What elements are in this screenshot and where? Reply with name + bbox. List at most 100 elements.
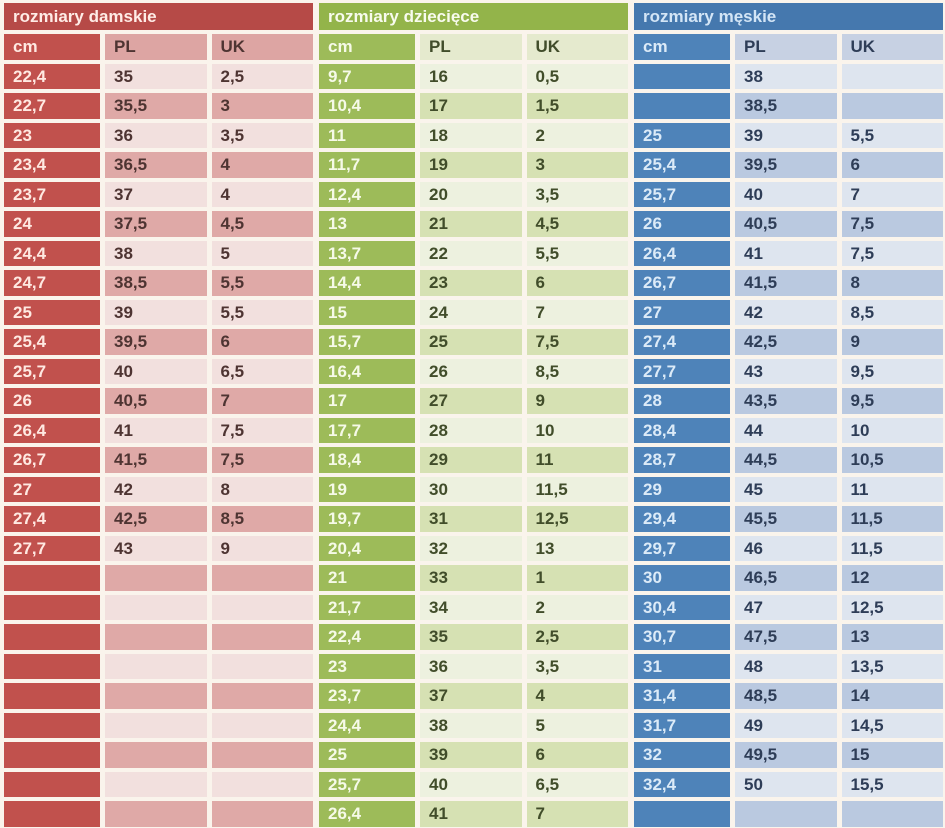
uk-cell: 12,5 bbox=[526, 506, 628, 532]
table-row bbox=[4, 801, 313, 827]
cm-cell: 22,4 bbox=[319, 624, 415, 650]
pl-cell: 41 bbox=[420, 801, 522, 827]
table-row: 16,4 26 8,5 bbox=[319, 358, 628, 384]
women-sizes-table: rozmiary damskie cm PL UK 22,4 35 2,5 22,7 35,5… bbox=[4, 3, 313, 828]
uk-cell: 8 bbox=[211, 476, 313, 502]
table-row: 28,7 44,5 10,5 bbox=[634, 447, 943, 473]
pl-cell: 32 bbox=[420, 535, 522, 561]
cm-cell: 27,7 bbox=[634, 358, 730, 384]
pl-cell bbox=[105, 742, 207, 768]
cm-cell: 30 bbox=[634, 565, 730, 591]
table-row bbox=[4, 594, 313, 620]
table-row: 12,4 20 3,5 bbox=[319, 181, 628, 207]
table-row: 30,7 47,5 13 bbox=[634, 624, 943, 650]
table-row: 29,4 45,5 11,5 bbox=[634, 506, 943, 532]
uk-cell: 7 bbox=[211, 388, 313, 414]
pl-cell: 27 bbox=[420, 388, 522, 414]
column-header-row: cm PL UK bbox=[634, 34, 943, 60]
uk-cell: 1 bbox=[526, 565, 628, 591]
table-row: 27,7 43 9 bbox=[4, 535, 313, 561]
cm-cell: 25 bbox=[319, 742, 415, 768]
pl-cell: 38 bbox=[105, 240, 207, 266]
pl-cell: 25 bbox=[420, 329, 522, 355]
cm-cell: 10,4 bbox=[319, 93, 415, 119]
cm-cell: 24,7 bbox=[4, 270, 100, 296]
uk-cell: 4 bbox=[211, 181, 313, 207]
pl-cell: 40 bbox=[735, 181, 837, 207]
table-row: 15 24 7 bbox=[319, 299, 628, 325]
pl-cell: 28 bbox=[420, 417, 522, 443]
table-row: 22,4 35 2,5 bbox=[319, 624, 628, 650]
table-row: 22,7 35,5 3 bbox=[4, 93, 313, 119]
cm-cell: 31,4 bbox=[634, 683, 730, 709]
pl-cell: 20 bbox=[420, 181, 522, 207]
cm-cell: 27 bbox=[4, 476, 100, 502]
col-header-cm: cm bbox=[319, 34, 415, 60]
uk-cell: 6,5 bbox=[526, 771, 628, 797]
table-row: 24,7 38,5 5,5 bbox=[4, 270, 313, 296]
table-row: 25,7 40 6,5 bbox=[4, 358, 313, 384]
children-sizes-table: rozmiary dziecięce cm PL UK 9,7 16 0,5 10,4 17 1… bbox=[319, 3, 628, 828]
uk-cell: 7 bbox=[841, 181, 943, 207]
cm-cell: 19,7 bbox=[319, 506, 415, 532]
cm-cell: 31,7 bbox=[634, 712, 730, 738]
men-table-title: rozmiary męskie bbox=[634, 3, 943, 30]
pl-cell: 35 bbox=[105, 63, 207, 89]
uk-cell: 13 bbox=[526, 535, 628, 561]
uk-cell: 3,5 bbox=[211, 122, 313, 148]
uk-cell: 10 bbox=[526, 417, 628, 443]
uk-cell: 11 bbox=[841, 476, 943, 502]
cm-cell: 24,4 bbox=[319, 712, 415, 738]
uk-cell: 6 bbox=[526, 270, 628, 296]
uk-cell: 3,5 bbox=[526, 181, 628, 207]
cm-cell bbox=[4, 771, 100, 797]
pl-cell: 41,5 bbox=[105, 447, 207, 473]
pl-cell: 43,5 bbox=[735, 388, 837, 414]
uk-cell: 3,5 bbox=[526, 653, 628, 679]
col-header-cm: cm bbox=[634, 34, 730, 60]
uk-cell: 9 bbox=[841, 329, 943, 355]
uk-cell: 8,5 bbox=[211, 506, 313, 532]
col-header-uk: UK bbox=[841, 34, 943, 60]
pl-cell bbox=[105, 565, 207, 591]
col-header-pl: PL bbox=[420, 34, 522, 60]
uk-cell: 5,5 bbox=[211, 270, 313, 296]
pl-cell: 40,5 bbox=[105, 388, 207, 414]
cm-cell: 23 bbox=[319, 653, 415, 679]
cm-cell: 14,4 bbox=[319, 270, 415, 296]
pl-cell: 50 bbox=[735, 771, 837, 797]
table-row bbox=[4, 712, 313, 738]
uk-cell: 5,5 bbox=[211, 299, 313, 325]
cm-cell: 13,7 bbox=[319, 240, 415, 266]
pl-cell: 37,5 bbox=[105, 211, 207, 237]
uk-cell: 6 bbox=[211, 329, 313, 355]
uk-cell: 5,5 bbox=[841, 122, 943, 148]
table-row: 24,4 38 5 bbox=[319, 712, 628, 738]
cm-cell: 17,7 bbox=[319, 417, 415, 443]
table-row: 23,7 37 4 bbox=[319, 683, 628, 709]
cm-cell: 28 bbox=[634, 388, 730, 414]
pl-cell bbox=[105, 771, 207, 797]
pl-cell bbox=[735, 801, 837, 827]
women-table-title: rozmiary damskie bbox=[4, 3, 313, 30]
cm-cell bbox=[4, 565, 100, 591]
cm-cell: 32 bbox=[634, 742, 730, 768]
table-row: 31 48 13,5 bbox=[634, 653, 943, 679]
pl-cell bbox=[105, 653, 207, 679]
uk-cell: 3 bbox=[211, 93, 313, 119]
uk-cell: 7,5 bbox=[526, 329, 628, 355]
uk-cell: 9,5 bbox=[841, 358, 943, 384]
uk-cell: 9 bbox=[526, 388, 628, 414]
cm-cell: 25 bbox=[4, 299, 100, 325]
pl-cell bbox=[105, 594, 207, 620]
cm-cell: 30,4 bbox=[634, 594, 730, 620]
uk-cell: 5 bbox=[211, 240, 313, 266]
pl-cell: 48 bbox=[735, 653, 837, 679]
uk-cell bbox=[211, 594, 313, 620]
col-header-uk: UK bbox=[526, 34, 628, 60]
uk-cell: 14 bbox=[841, 683, 943, 709]
uk-cell: 7,5 bbox=[841, 240, 943, 266]
cm-cell: 26,4 bbox=[634, 240, 730, 266]
cm-cell bbox=[4, 801, 100, 827]
cm-cell: 9,7 bbox=[319, 63, 415, 89]
